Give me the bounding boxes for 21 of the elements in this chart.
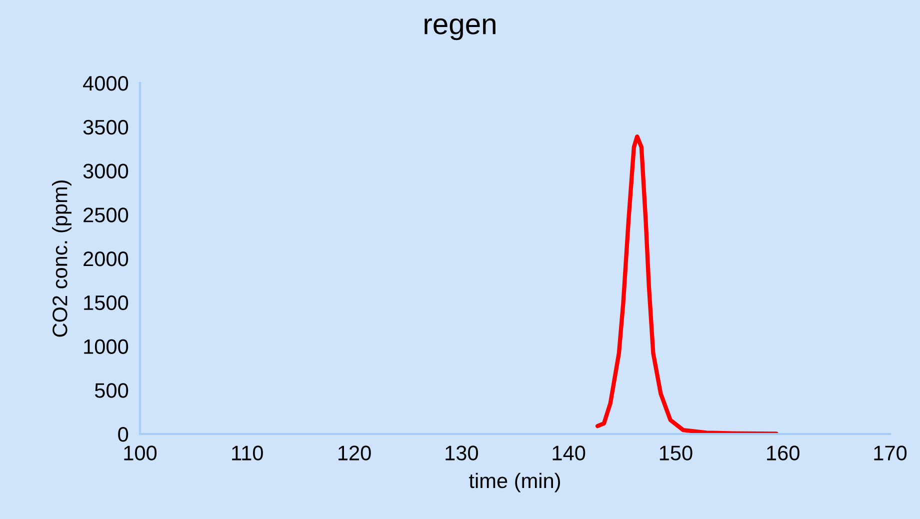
- y-tick-label: 0: [118, 427, 128, 442]
- y-tick-label: 4000: [83, 76, 128, 91]
- y-tick-label: 500: [94, 383, 128, 398]
- x-tick-label: 110: [232, 446, 263, 460]
- x-axis-title: time (min): [469, 472, 560, 492]
- y-tick-label: 1000: [84, 339, 128, 354]
- x-tick-label: 130: [446, 446, 478, 460]
- y-tick-label: 3000: [83, 164, 128, 179]
- y-tick-label: 3500: [83, 120, 128, 135]
- y-tick-label: 2500: [84, 208, 128, 222]
- y-axis-title: CO2 conc. (ppm): [52, 180, 72, 337]
- x-tick-label: 140: [552, 446, 586, 460]
- x-tick-label: 160: [767, 446, 800, 460]
- y-tick-label: 1500: [84, 295, 128, 310]
- x-tick-label: 150: [660, 446, 692, 460]
- line-series: [595, 134, 779, 434]
- y-tick-label: 2000: [84, 252, 128, 266]
- x-tick-label: 120: [338, 446, 371, 460]
- x-tick-label: 100: [124, 446, 157, 460]
- x-tick-label: 170: [874, 446, 907, 460]
- chart-title: regen: [424, 18, 496, 40]
